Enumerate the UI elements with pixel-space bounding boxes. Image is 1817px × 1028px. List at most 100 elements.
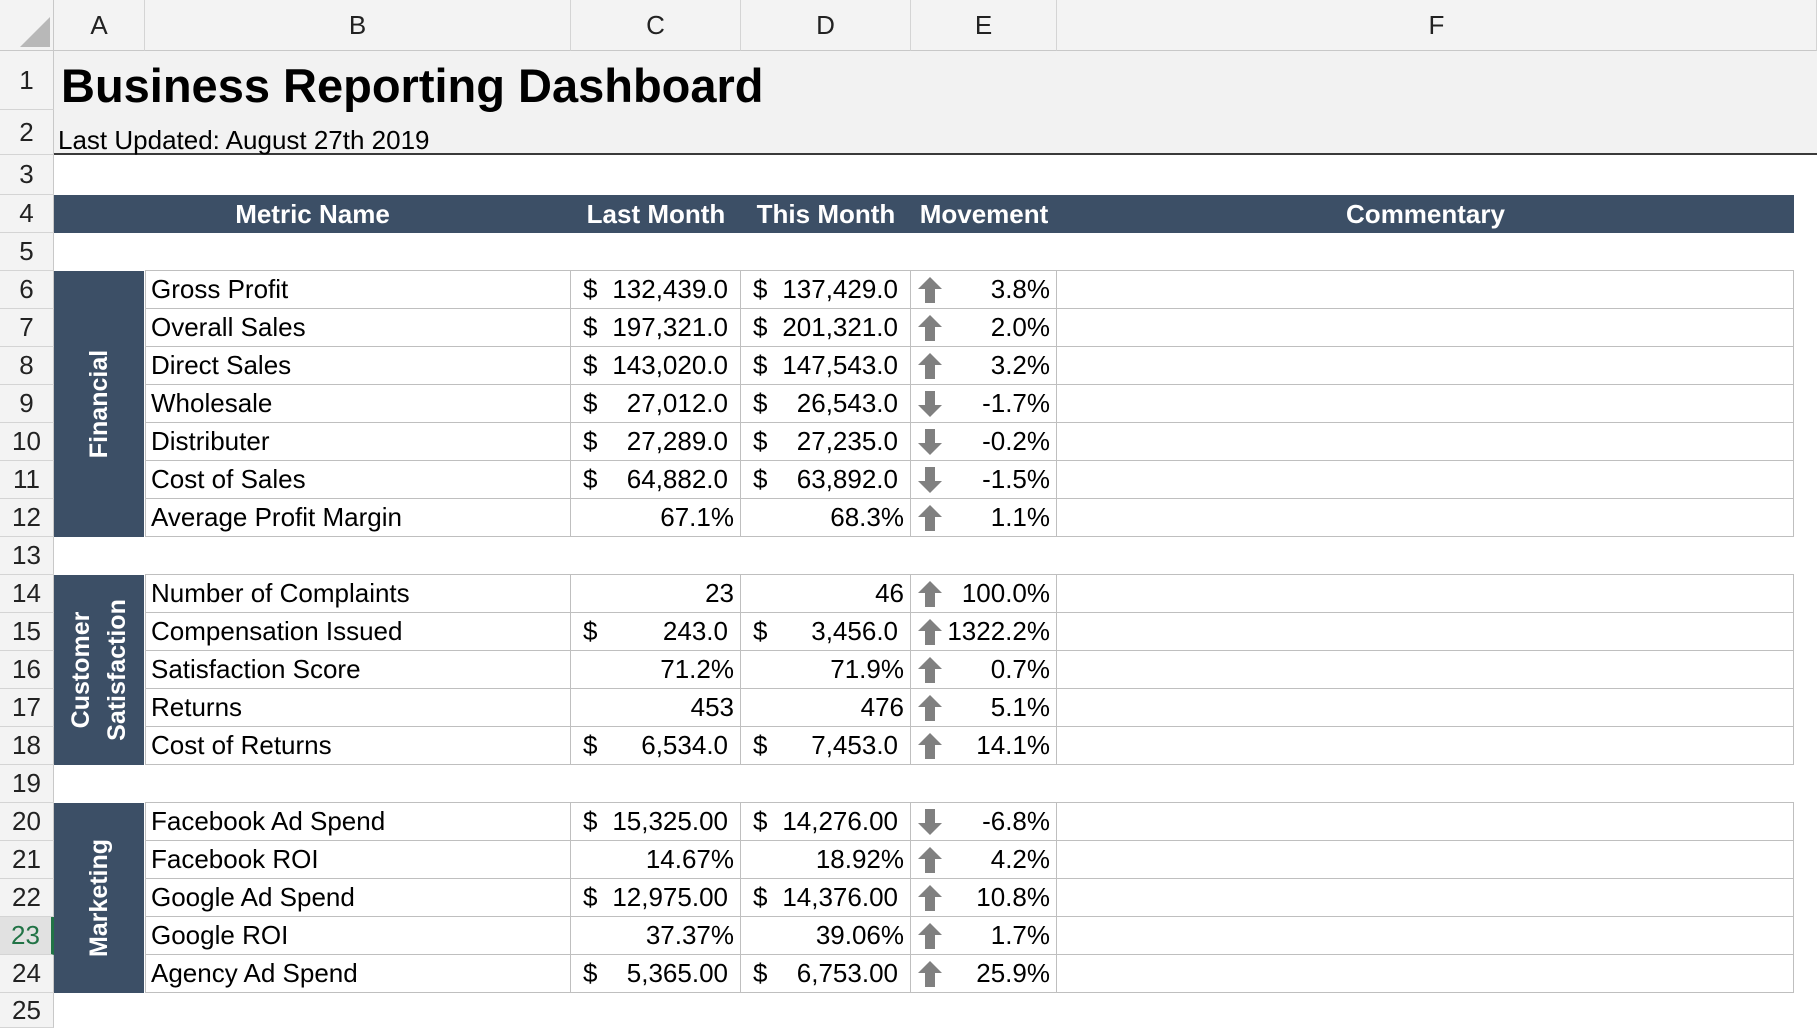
metric-name-cell[interactable]: Average Profit Margin <box>145 499 571 537</box>
metric-name-cell[interactable]: Satisfaction Score <box>145 651 571 689</box>
commentary-cell[interactable] <box>1057 613 1794 651</box>
row-header-21[interactable]: 21 <box>0 841 54 879</box>
metric-name-cell[interactable]: Gross Profit <box>145 271 571 309</box>
row-header-24[interactable]: 24 <box>0 955 54 993</box>
row-header-19[interactable]: 19 <box>0 765 54 803</box>
last-month-cell[interactable]: 14.67% <box>571 841 741 879</box>
row-header-1[interactable]: 1 <box>0 51 54 110</box>
movement-cell[interactable]: -1.7% <box>911 385 1057 423</box>
this-month-cell[interactable]: $14,376.00 <box>741 879 911 917</box>
commentary-cell[interactable] <box>1057 309 1794 347</box>
metric-name-cell[interactable]: Facebook ROI <box>145 841 571 879</box>
movement-cell[interactable]: -6.8% <box>911 803 1057 841</box>
commentary-cell[interactable] <box>1057 803 1794 841</box>
commentary-cell[interactable] <box>1057 651 1794 689</box>
metric-name-cell[interactable]: Google ROI <box>145 917 571 955</box>
movement-cell[interactable]: 10.8% <box>911 879 1057 917</box>
last-month-cell[interactable]: $132,439.0 <box>571 271 741 309</box>
last-month-cell[interactable]: $5,365.00 <box>571 955 741 993</box>
last-month-cell[interactable]: 67.1% <box>571 499 741 537</box>
last-month-cell[interactable]: $243.0 <box>571 613 741 651</box>
this-month-cell[interactable]: $14,276.00 <box>741 803 911 841</box>
this-month-cell[interactable]: $26,543.0 <box>741 385 911 423</box>
metric-name-cell[interactable]: Cost of Sales <box>145 461 571 499</box>
movement-cell[interactable]: 3.8% <box>911 271 1057 309</box>
this-month-cell[interactable]: 71.9% <box>741 651 911 689</box>
commentary-cell[interactable] <box>1057 499 1794 537</box>
this-month-cell[interactable]: 476 <box>741 689 911 727</box>
commentary-cell[interactable] <box>1057 689 1794 727</box>
this-month-cell[interactable]: $137,429.0 <box>741 271 911 309</box>
this-month-cell[interactable]: $27,235.0 <box>741 423 911 461</box>
this-month-cell[interactable]: $7,453.0 <box>741 727 911 765</box>
metric-name-cell[interactable]: Cost of Returns <box>145 727 571 765</box>
row-header-17[interactable]: 17 <box>0 689 54 727</box>
row-header-14[interactable]: 14 <box>0 575 54 613</box>
metric-name-cell[interactable]: Number of Complaints <box>145 575 571 613</box>
column-header-f[interactable]: F <box>1057 0 1817 51</box>
movement-cell[interactable]: 5.1% <box>911 689 1057 727</box>
row-header-6[interactable]: 6 <box>0 271 54 309</box>
movement-cell[interactable]: 1.7% <box>911 917 1057 955</box>
metric-name-cell[interactable]: Agency Ad Spend <box>145 955 571 993</box>
row-header-13[interactable]: 13 <box>0 537 54 575</box>
row-header-2[interactable]: 2 <box>0 110 54 155</box>
last-month-cell[interactable]: $197,321.0 <box>571 309 741 347</box>
last-month-cell[interactable]: 71.2% <box>571 651 741 689</box>
row-header-22[interactable]: 22 <box>0 879 54 917</box>
movement-cell[interactable]: 4.2% <box>911 841 1057 879</box>
row-header-3[interactable]: 3 <box>0 155 54 195</box>
row-header-10[interactable]: 10 <box>0 423 54 461</box>
this-month-cell[interactable]: $147,543.0 <box>741 347 911 385</box>
movement-cell[interactable]: 14.1% <box>911 727 1057 765</box>
commentary-cell[interactable] <box>1057 879 1794 917</box>
metric-name-cell[interactable]: Facebook Ad Spend <box>145 803 571 841</box>
movement-cell[interactable]: 0.7% <box>911 651 1057 689</box>
metric-name-cell[interactable]: Wholesale <box>145 385 571 423</box>
this-month-cell[interactable]: $6,753.00 <box>741 955 911 993</box>
movement-cell[interactable]: 100.0% <box>911 575 1057 613</box>
this-month-cell[interactable]: 68.3% <box>741 499 911 537</box>
row-header-18[interactable]: 18 <box>0 727 54 765</box>
movement-cell[interactable]: -0.2% <box>911 423 1057 461</box>
column-header-e[interactable]: E <box>911 0 1057 51</box>
movement-cell[interactable]: 25.9% <box>911 955 1057 993</box>
last-month-cell[interactable]: $15,325.00 <box>571 803 741 841</box>
commentary-cell[interactable] <box>1057 461 1794 499</box>
last-month-cell[interactable]: $6,534.0 <box>571 727 741 765</box>
row-header-7[interactable]: 7 <box>0 309 54 347</box>
row-header-11[interactable]: 11 <box>0 461 54 499</box>
this-month-cell[interactable]: 18.92% <box>741 841 911 879</box>
row-header-8[interactable]: 8 <box>0 347 54 385</box>
last-month-cell[interactable]: $143,020.0 <box>571 347 741 385</box>
this-month-cell[interactable]: $63,892.0 <box>741 461 911 499</box>
select-all-corner[interactable] <box>0 0 54 51</box>
commentary-cell[interactable] <box>1057 575 1794 613</box>
column-header-a[interactable]: A <box>54 0 145 51</box>
this-month-cell[interactable]: 39.06% <box>741 917 911 955</box>
last-month-cell[interactable]: $12,975.00 <box>571 879 741 917</box>
row-header-5[interactable]: 5 <box>0 233 54 271</box>
commentary-cell[interactable] <box>1057 385 1794 423</box>
commentary-cell[interactable] <box>1057 727 1794 765</box>
column-header-c[interactable]: C <box>571 0 741 51</box>
row-header-9[interactable]: 9 <box>0 385 54 423</box>
last-month-cell[interactable]: 37.37% <box>571 917 741 955</box>
metric-name-cell[interactable]: Google Ad Spend <box>145 879 571 917</box>
row-header-15[interactable]: 15 <box>0 613 54 651</box>
last-month-cell[interactable]: 453 <box>571 689 741 727</box>
this-month-cell[interactable]: $3,456.0 <box>741 613 911 651</box>
metric-name-cell[interactable]: Returns <box>145 689 571 727</box>
row-header-16[interactable]: 16 <box>0 651 54 689</box>
row-header-4[interactable]: 4 <box>0 195 54 233</box>
column-header-b[interactable]: B <box>145 0 571 51</box>
this-month-cell[interactable]: $201,321.0 <box>741 309 911 347</box>
movement-cell[interactable]: 1322.2% <box>911 613 1057 651</box>
row-header-12[interactable]: 12 <box>0 499 54 537</box>
last-month-cell[interactable]: $64,882.0 <box>571 461 741 499</box>
movement-cell[interactable]: 2.0% <box>911 309 1057 347</box>
commentary-cell[interactable] <box>1057 841 1794 879</box>
row-header-23[interactable]: 23 <box>0 917 54 955</box>
metric-name-cell[interactable]: Direct Sales <box>145 347 571 385</box>
commentary-cell[interactable] <box>1057 917 1794 955</box>
